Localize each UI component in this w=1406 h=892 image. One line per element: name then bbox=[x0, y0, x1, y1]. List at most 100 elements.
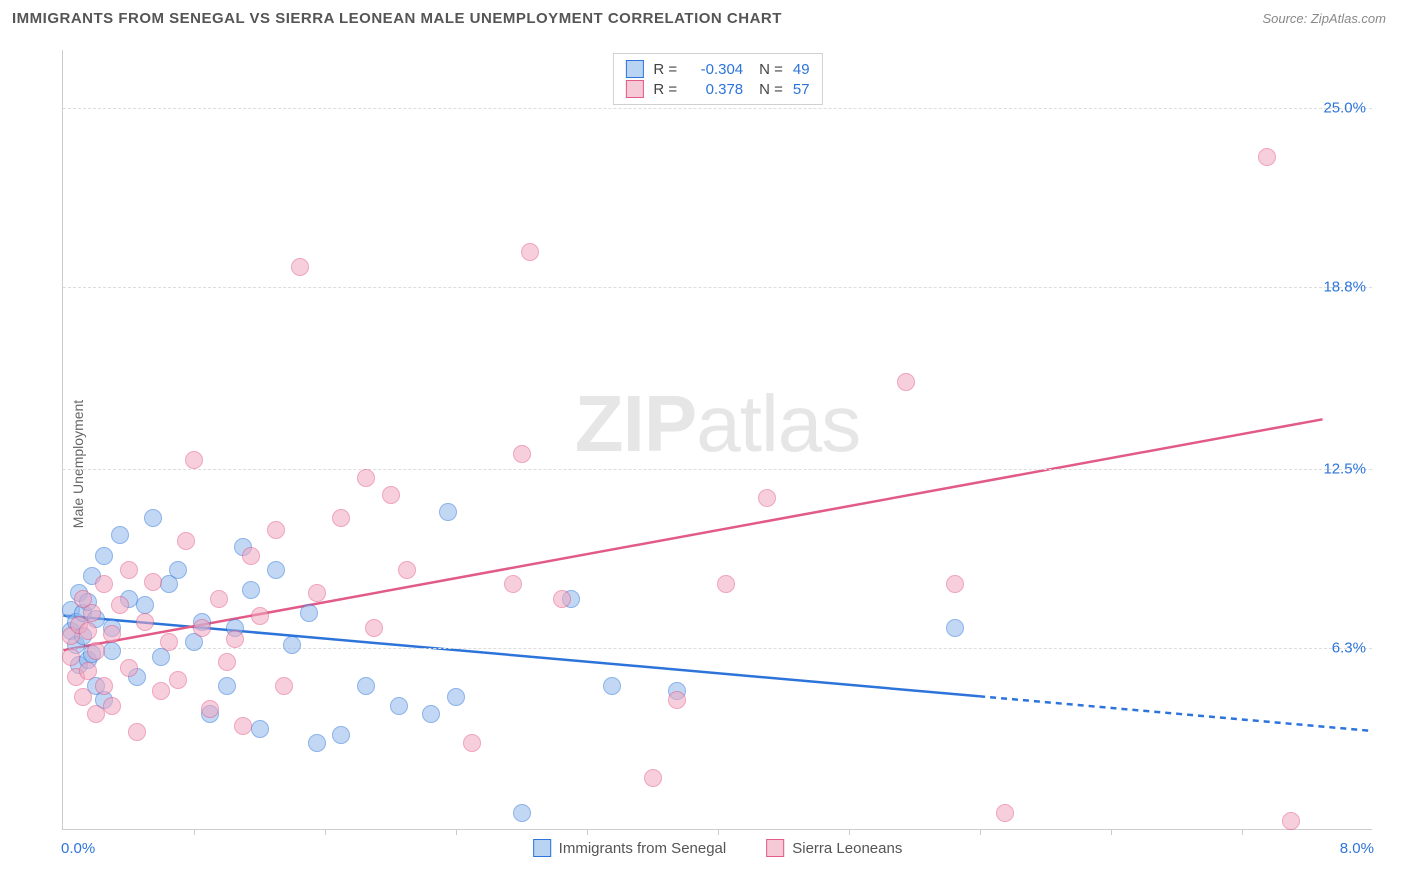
data-point bbox=[644, 769, 662, 787]
n-value: 49 bbox=[793, 61, 810, 78]
data-point bbox=[185, 451, 203, 469]
data-point bbox=[946, 575, 964, 593]
data-point bbox=[210, 590, 228, 608]
data-point bbox=[275, 677, 293, 695]
x-tick bbox=[325, 829, 326, 835]
r-value: 0.378 bbox=[687, 81, 743, 98]
data-point bbox=[144, 573, 162, 591]
data-point bbox=[242, 547, 260, 565]
legend-swatch bbox=[625, 60, 643, 78]
data-point bbox=[242, 581, 260, 599]
data-point bbox=[758, 489, 776, 507]
data-point bbox=[332, 726, 350, 744]
data-point bbox=[603, 677, 621, 695]
source-name: ZipAtlas.com bbox=[1311, 11, 1386, 26]
legend-series-item: Immigrants from Senegal bbox=[533, 839, 727, 857]
data-point bbox=[83, 604, 101, 622]
n-value: 57 bbox=[793, 81, 810, 98]
data-point bbox=[251, 607, 269, 625]
gridline bbox=[63, 287, 1372, 288]
legend-series-item: Sierra Leoneans bbox=[766, 839, 902, 857]
x-tick bbox=[718, 829, 719, 835]
x-tick bbox=[194, 829, 195, 835]
x-tick bbox=[456, 829, 457, 835]
y-tick-label: 6.3% bbox=[1332, 640, 1366, 657]
source-prefix: Source: bbox=[1262, 11, 1310, 26]
data-point bbox=[111, 596, 129, 614]
data-point bbox=[103, 697, 121, 715]
chart-container: Male Unemployment ZIPatlas R =-0.304N =4… bbox=[20, 40, 1390, 888]
x-min-label: 0.0% bbox=[61, 840, 95, 857]
x-tick bbox=[849, 829, 850, 835]
data-point bbox=[103, 642, 121, 660]
data-point bbox=[300, 604, 318, 622]
data-point bbox=[120, 561, 138, 579]
data-point bbox=[95, 547, 113, 565]
data-point bbox=[79, 622, 97, 640]
data-point bbox=[513, 445, 531, 463]
chart-title: IMMIGRANTS FROM SENEGAL VS SIERRA LEONEA… bbox=[12, 10, 782, 27]
data-point bbox=[128, 723, 146, 741]
legend-swatch bbox=[766, 839, 784, 857]
data-point bbox=[422, 705, 440, 723]
data-point bbox=[267, 561, 285, 579]
y-tick-label: 18.8% bbox=[1323, 278, 1366, 295]
data-point bbox=[160, 633, 178, 651]
data-point bbox=[62, 648, 80, 666]
watermark-bold: ZIP bbox=[575, 379, 696, 468]
data-point bbox=[553, 590, 571, 608]
data-point bbox=[504, 575, 522, 593]
data-point bbox=[357, 469, 375, 487]
data-point bbox=[177, 532, 195, 550]
x-max-label: 8.0% bbox=[1340, 840, 1374, 857]
data-point bbox=[120, 659, 138, 677]
data-point bbox=[144, 509, 162, 527]
data-point bbox=[398, 561, 416, 579]
data-point bbox=[291, 258, 309, 276]
data-point bbox=[390, 697, 408, 715]
data-point bbox=[283, 636, 301, 654]
data-point bbox=[74, 688, 92, 706]
data-point bbox=[717, 575, 735, 593]
gridline bbox=[63, 108, 1372, 109]
data-point bbox=[463, 734, 481, 752]
data-point bbox=[111, 526, 129, 544]
scatter-plot: ZIPatlas R =-0.304N =49R =0.378N =57 0.0… bbox=[62, 50, 1372, 830]
series-legend: Immigrants from Senegal Sierra Leoneans bbox=[533, 839, 903, 857]
data-point bbox=[897, 373, 915, 391]
data-point bbox=[226, 630, 244, 648]
data-point bbox=[169, 671, 187, 689]
data-point bbox=[201, 700, 219, 718]
y-tick-label: 12.5% bbox=[1323, 460, 1366, 477]
legend-stat-row: R = 0.378 N = 57 bbox=[625, 80, 809, 98]
data-point bbox=[1282, 812, 1300, 830]
data-point bbox=[136, 596, 154, 614]
correlation-legend: R =-0.304N =49R =0.378N =57 bbox=[612, 53, 822, 105]
trend-lines bbox=[63, 50, 1372, 829]
data-point bbox=[152, 682, 170, 700]
legend-series-label: Immigrants from Senegal bbox=[559, 840, 727, 857]
data-point bbox=[439, 503, 457, 521]
legend-series-label: Sierra Leoneans bbox=[792, 840, 902, 857]
data-point bbox=[267, 521, 285, 539]
data-point bbox=[218, 653, 236, 671]
r-label: R = bbox=[653, 81, 677, 98]
data-point bbox=[169, 561, 187, 579]
data-point bbox=[87, 642, 105, 660]
data-point bbox=[521, 243, 539, 261]
data-point bbox=[382, 486, 400, 504]
gridline bbox=[63, 648, 1372, 649]
n-label: N = bbox=[759, 81, 783, 98]
x-tick bbox=[1242, 829, 1243, 835]
y-tick-label: 25.0% bbox=[1323, 99, 1366, 116]
data-point bbox=[357, 677, 375, 695]
data-point bbox=[87, 705, 105, 723]
legend-swatch bbox=[625, 80, 643, 98]
legend-swatch bbox=[533, 839, 551, 857]
data-point bbox=[234, 717, 252, 735]
data-point bbox=[946, 619, 964, 637]
data-point bbox=[365, 619, 383, 637]
data-point bbox=[251, 720, 269, 738]
gridline bbox=[63, 469, 1372, 470]
watermark: ZIPatlas bbox=[575, 378, 860, 470]
